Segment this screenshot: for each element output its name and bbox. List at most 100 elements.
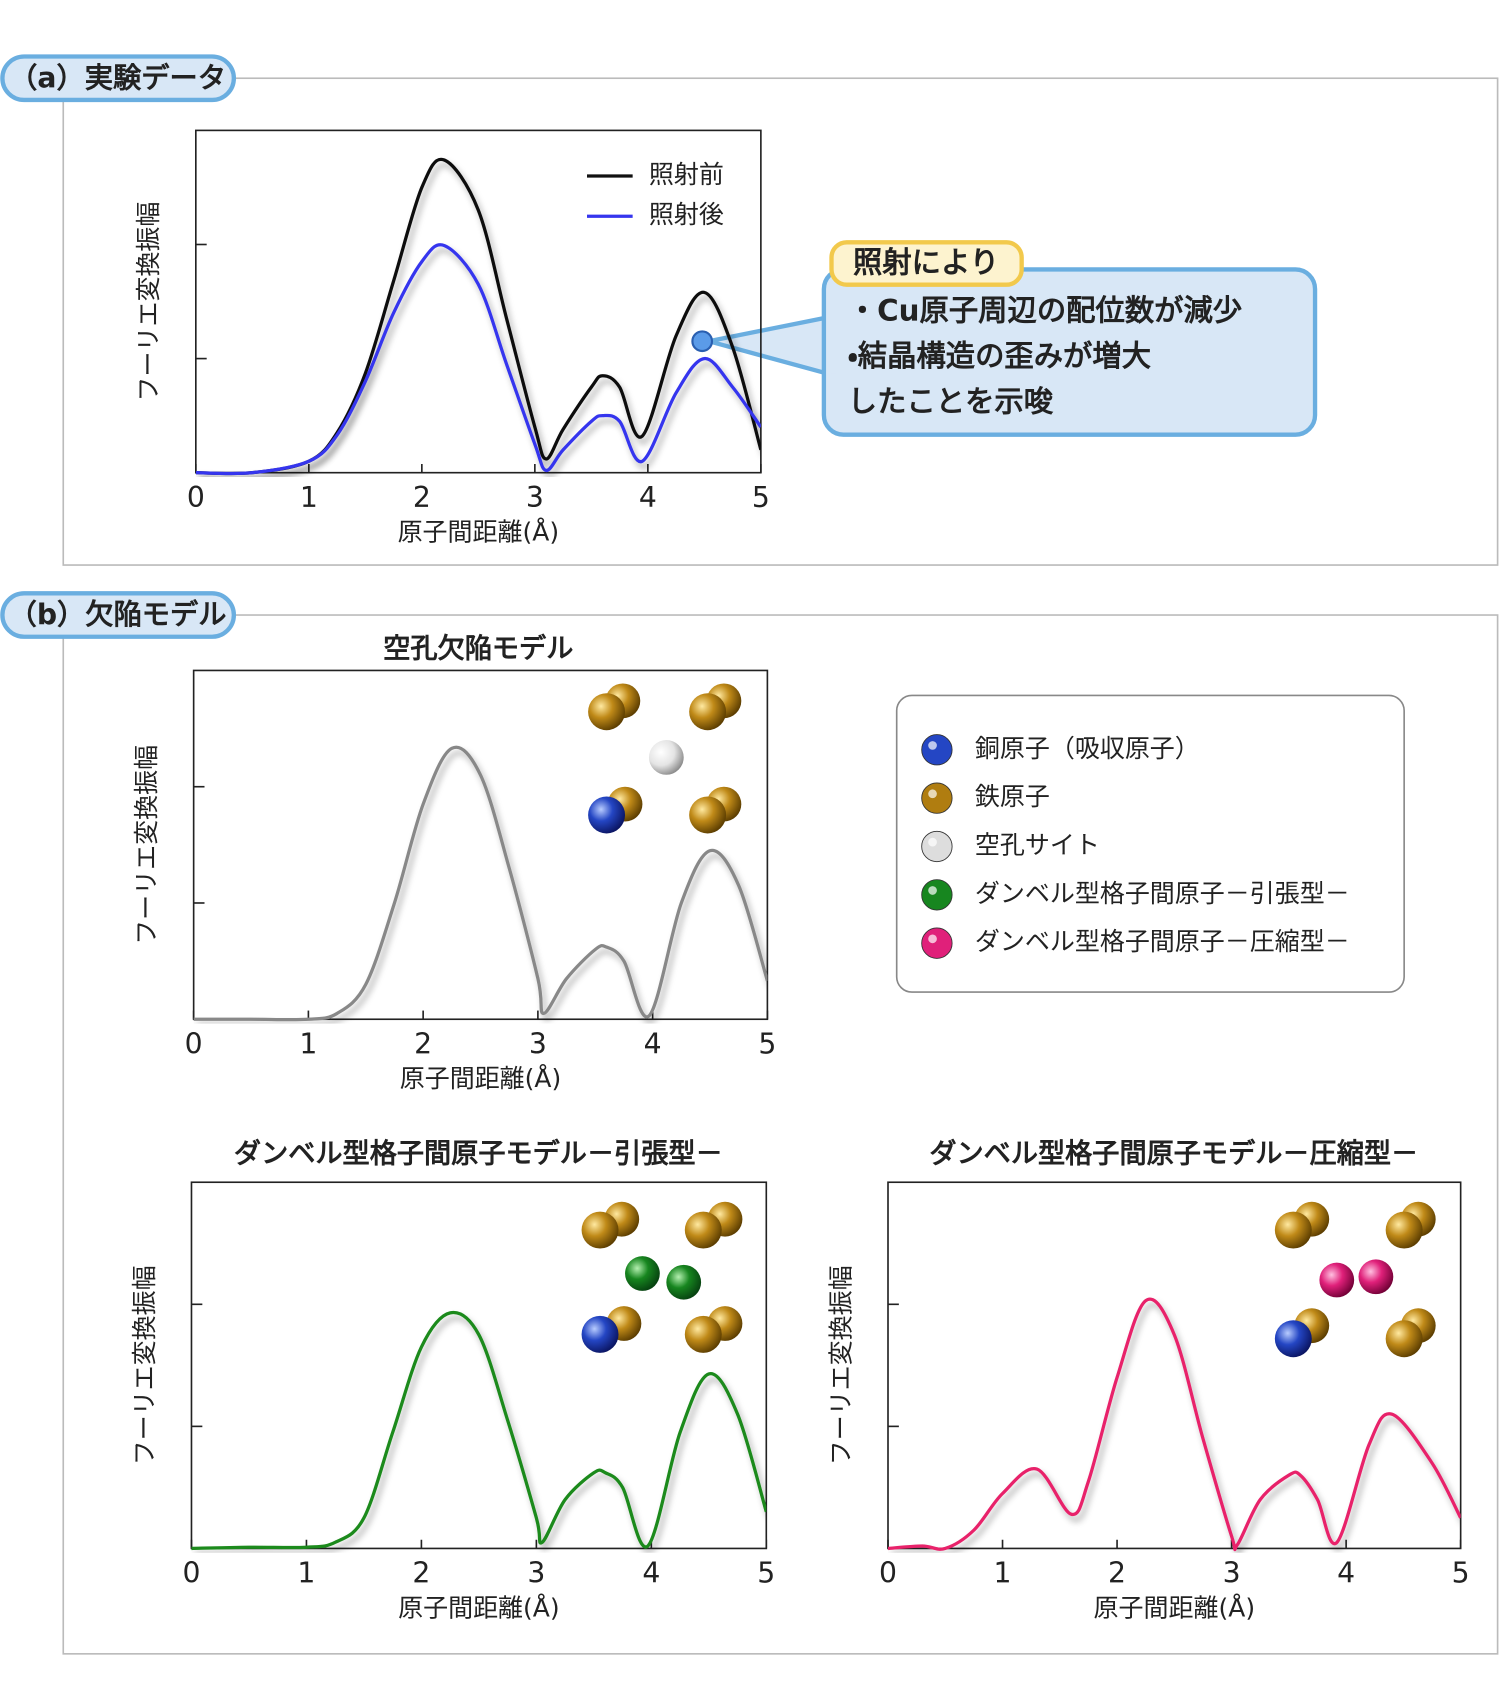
x-tick-label: 5 (752, 481, 770, 514)
x-axis-label: 原子間距離(Å) (398, 1593, 560, 1622)
callout-line: ・結晶構造の歪みが増大 (848, 339, 1151, 373)
atom-model (1274, 1201, 1436, 1358)
atom (1319, 1262, 1355, 1298)
x-tick-label: 3 (1223, 1557, 1241, 1590)
legend-swatch-highlight (928, 789, 937, 799)
series-group (195, 157, 761, 476)
x-tick-label: 5 (757, 1557, 775, 1590)
x-tick-label: 1 (299, 1027, 317, 1060)
callout-line: したことを示唆 (848, 385, 1054, 419)
series-group (888, 1297, 1461, 1552)
x-tick-label: 1 (297, 1557, 315, 1590)
atom-model (588, 683, 742, 834)
callout-box (821, 267, 1318, 437)
series-line (191, 1310, 767, 1551)
y-axis-label: フーリエ変換振幅 (826, 1265, 855, 1465)
atom (684, 1211, 722, 1249)
legend-swatch (921, 879, 953, 911)
x-axis-label: 原子間距離(Å) (1094, 1593, 1256, 1622)
x-tick-label: 0 (182, 1557, 200, 1590)
series-line (193, 745, 768, 1022)
callout-pointer (706, 315, 831, 376)
atom (684, 1315, 722, 1353)
callout-tag (829, 240, 1024, 287)
x-tick-label: 4 (644, 1027, 662, 1060)
x-tick-label: 4 (639, 481, 657, 514)
atom (689, 693, 727, 731)
legend-label: 照射後 (649, 200, 724, 229)
series-group (191, 1310, 767, 1551)
section-frame (62, 614, 1499, 1655)
chart-title: ダンベル型格子間原子モデル－圧縮型－ (929, 1138, 1418, 1170)
x-axis-label: 原子間距離(Å) (400, 1064, 562, 1093)
legend-swatch (921, 927, 953, 959)
callout-dot (691, 330, 714, 353)
x-tick-label: 4 (642, 1557, 660, 1590)
x-tick-label: 2 (414, 1027, 432, 1060)
atom (1385, 1320, 1423, 1358)
x-tick-label: 4 (1337, 1557, 1355, 1590)
x-tick-label: 0 (185, 1027, 203, 1060)
section-tag (0, 591, 237, 639)
atom (1358, 1259, 1394, 1295)
callout-title: 照射により (853, 246, 999, 280)
y-axis-label: フーリエ変換振幅 (134, 202, 163, 402)
atom (1274, 1320, 1312, 1358)
legend-label: ダンベル型格子間原子－引張型－ (975, 879, 1350, 908)
series-line (888, 1297, 1461, 1552)
plot-frame (190, 1181, 768, 1550)
x-tick-label: 1 (994, 1557, 1012, 1590)
section-label: （b）欠陥モデル (9, 598, 227, 631)
legend-label: 照射前 (649, 160, 724, 189)
legend-label: ダンベル型格子間原子－圧縮型－ (975, 927, 1350, 956)
atom (625, 1256, 660, 1291)
atom (581, 1315, 619, 1353)
section-frame (62, 77, 1499, 566)
callout-line: ・Cu原子周辺の配位数が減少 (848, 293, 1242, 327)
x-tick-label: 2 (1108, 1557, 1126, 1590)
x-tick-label: 0 (879, 1557, 897, 1590)
chart: ダンベル型格子間原子モデル－圧縮型－ 0 1 2 3 4 5 原子間距離(Å) フーリエ変換振幅 (826, 1138, 1469, 1623)
x-tick-label: 2 (412, 1557, 430, 1590)
section-tag (0, 54, 237, 103)
atom (666, 1264, 702, 1300)
chart: ダンベル型格子間原子モデル－引張型－ 0 1 2 3 4 5 原子間距離(Å) フーリエ変換振幅 (130, 1138, 775, 1623)
legend-label: 銅原子（吸収原子） (975, 734, 1200, 763)
plot-frame (887, 1181, 1462, 1550)
legend-swatch-highlight (928, 741, 937, 750)
legend-label: 鉄原子 (975, 782, 1050, 811)
atom (588, 693, 626, 731)
plot-frame (195, 129, 762, 474)
chart: 空孔欠陥モデル 0 1 2 3 4 5 原子間距離(Å) フーリエ変換振幅 (132, 632, 776, 1093)
atom (1385, 1211, 1423, 1249)
series-group (193, 745, 768, 1022)
x-tick-label: 0 (187, 481, 205, 514)
atom-legend-box (895, 694, 1405, 993)
x-tick-label: 3 (526, 481, 544, 514)
series-line (195, 243, 761, 476)
chart-title: ダンベル型格子間原子モデル－引張型－ (234, 1138, 723, 1170)
x-tick-label: 1 (300, 481, 318, 514)
legend-swatch-highlight (928, 934, 937, 944)
chart-title: 空孔欠陥モデル (383, 632, 573, 664)
x-tick-label: 2 (413, 481, 431, 514)
series-line (195, 157, 761, 476)
x-tick-label: 5 (758, 1027, 776, 1060)
legend-swatch (921, 734, 953, 766)
x-tick-label: 3 (529, 1027, 547, 1060)
atom (1274, 1211, 1312, 1249)
section-label: （a）実験データ (9, 61, 226, 94)
series-group (195, 243, 761, 476)
atom (689, 796, 727, 834)
legend-swatch (921, 830, 953, 863)
atom (581, 1211, 619, 1249)
atom (648, 739, 684, 775)
x-axis-label: 原子間距離(Å) (398, 518, 560, 547)
atom (588, 796, 626, 834)
legend-swatch-highlight (928, 837, 937, 847)
y-axis-label: フーリエ変換振幅 (132, 745, 161, 945)
plot-frame (192, 669, 769, 1021)
legend-label: 空孔サイト (975, 830, 1100, 859)
